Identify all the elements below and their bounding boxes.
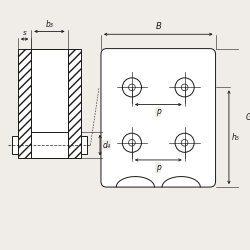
Bar: [18, 48, 31, 158]
Bar: [18, 48, 31, 158]
FancyBboxPatch shape: [101, 48, 216, 187]
Bar: [68, 48, 81, 158]
Bar: [31, 48, 68, 158]
Bar: [68, 48, 81, 158]
Bar: [81, 136, 87, 154]
Text: s: s: [23, 30, 26, 36]
Text: h₅: h₅: [232, 133, 240, 142]
Text: b₃: b₃: [46, 20, 53, 28]
Text: G: G: [245, 113, 250, 122]
Text: p: p: [156, 163, 161, 172]
Text: d₄: d₄: [103, 140, 111, 149]
Text: p: p: [156, 108, 161, 116]
Bar: [31, 132, 68, 158]
Text: B: B: [156, 22, 161, 32]
Bar: [12, 136, 18, 154]
